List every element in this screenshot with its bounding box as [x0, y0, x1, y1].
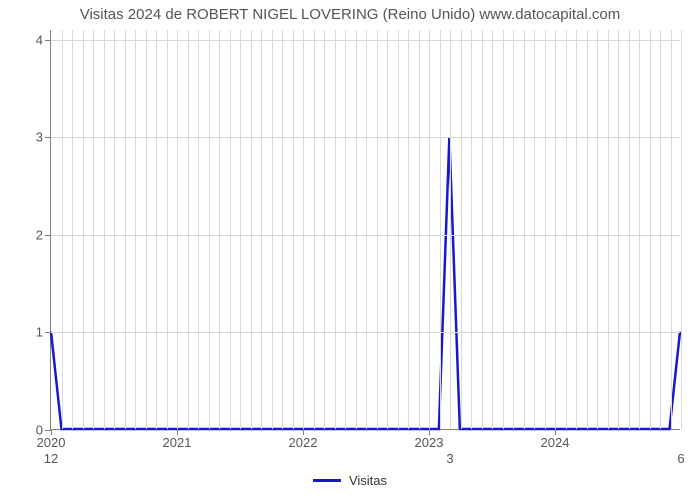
grid-line-v — [198, 30, 199, 429]
grid-line-v — [314, 30, 315, 429]
grid-line-v — [377, 30, 378, 429]
grid-line-v — [639, 30, 640, 429]
grid-line-v — [576, 30, 577, 429]
xtick-label: 2023 — [415, 429, 444, 450]
grid-line-v — [681, 30, 682, 429]
grid-line-v — [324, 30, 325, 429]
value-label: 3 — [446, 429, 453, 466]
grid-line-v — [450, 30, 451, 429]
grid-line-v — [503, 30, 504, 429]
grid-line-v — [524, 30, 525, 429]
grid-line-v — [135, 30, 136, 429]
grid-line-v — [356, 30, 357, 429]
grid-line-v — [440, 30, 441, 429]
grid-line-v — [125, 30, 126, 429]
ytick-label: 1 — [36, 325, 51, 340]
grid-line-v — [114, 30, 115, 429]
grid-line-v — [629, 30, 630, 429]
grid-line-v — [461, 30, 462, 429]
grid-line-v — [471, 30, 472, 429]
grid-line-v — [587, 30, 588, 429]
grid-line-v — [146, 30, 147, 429]
legend-swatch — [313, 479, 341, 482]
grid-line-v — [419, 30, 420, 429]
grid-line-v — [167, 30, 168, 429]
grid-line-v — [408, 30, 409, 429]
grid-line-v — [513, 30, 514, 429]
grid-line-v — [62, 30, 63, 429]
grid-line-v — [209, 30, 210, 429]
grid-line-v — [240, 30, 241, 429]
grid-line-v — [272, 30, 273, 429]
grid-line-v — [387, 30, 388, 429]
grid-line-v — [93, 30, 94, 429]
grid-line-v — [597, 30, 598, 429]
grid-line-v — [282, 30, 283, 429]
grid-line-v — [650, 30, 651, 429]
grid-line-v — [534, 30, 535, 429]
grid-line-v — [345, 30, 346, 429]
grid-line-v — [303, 30, 304, 429]
legend: Visitas — [0, 473, 700, 488]
grid-line-v — [608, 30, 609, 429]
grid-line-v — [156, 30, 157, 429]
plot-area: 01234202020212022202320241236 — [50, 30, 680, 430]
grid-line-v — [671, 30, 672, 429]
legend-label: Visitas — [349, 473, 387, 488]
grid-line-v — [293, 30, 294, 429]
grid-line-v — [366, 30, 367, 429]
grid-line-v — [660, 30, 661, 429]
grid-line-v — [492, 30, 493, 429]
grid-line-v — [429, 30, 430, 429]
chart-title: Visitas 2024 de ROBERT NIGEL LOVERING (R… — [0, 6, 700, 23]
grid-line-v — [261, 30, 262, 429]
grid-line-v — [335, 30, 336, 429]
grid-line-v — [398, 30, 399, 429]
grid-line-v — [230, 30, 231, 429]
grid-line-v — [219, 30, 220, 429]
grid-line-v — [482, 30, 483, 429]
xtick-label: 2021 — [163, 429, 192, 450]
grid-line-v — [104, 30, 105, 429]
ytick-label: 2 — [36, 227, 51, 242]
grid-line-v — [188, 30, 189, 429]
value-label: 6 — [677, 429, 684, 466]
value-label: 12 — [44, 429, 58, 466]
xtick-label: 2022 — [289, 429, 318, 450]
grid-line-v — [555, 30, 556, 429]
xtick-label: 2024 — [541, 429, 570, 450]
grid-line-v — [545, 30, 546, 429]
grid-line-v — [251, 30, 252, 429]
grid-line-v — [72, 30, 73, 429]
grid-line-v — [177, 30, 178, 429]
grid-line-v — [618, 30, 619, 429]
grid-line-v — [566, 30, 567, 429]
grid-line-v — [83, 30, 84, 429]
ytick-label: 3 — [36, 130, 51, 145]
ytick-label: 4 — [36, 32, 51, 47]
